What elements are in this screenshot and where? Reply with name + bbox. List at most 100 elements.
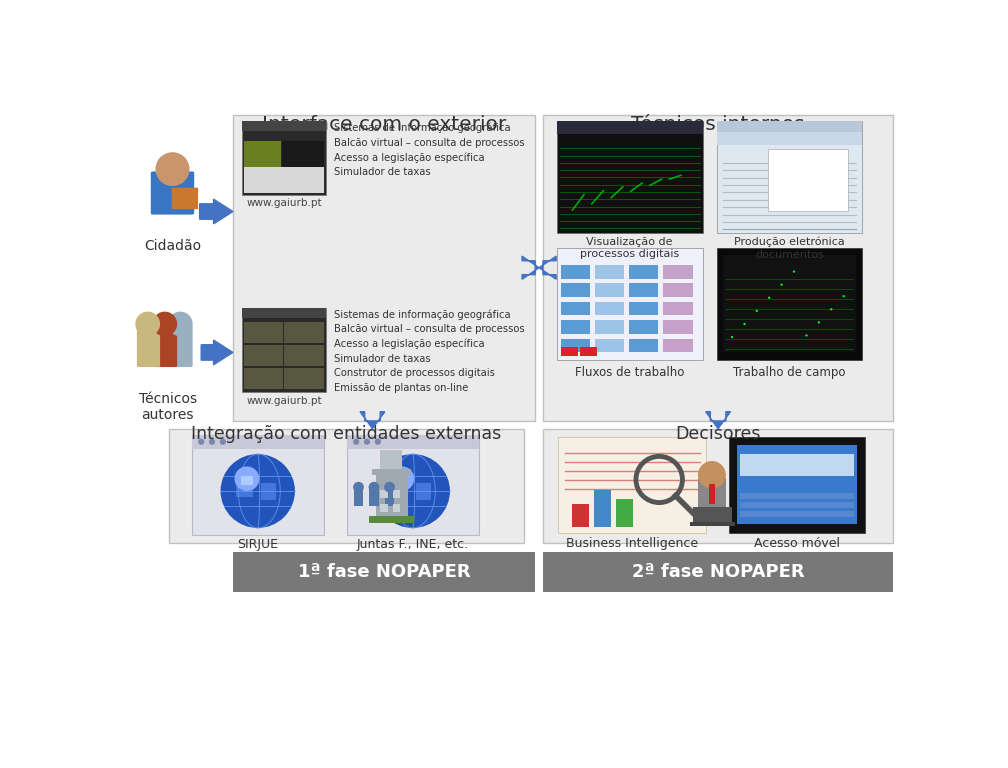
- FancyArrow shape: [522, 257, 539, 280]
- FancyArrow shape: [706, 412, 731, 429]
- Circle shape: [369, 482, 379, 492]
- Bar: [380, 504, 388, 511]
- Bar: [391, 483, 408, 497]
- Bar: [740, 511, 854, 517]
- Bar: [629, 265, 658, 279]
- Text: www.gaiurb.pt: www.gaiurb.pt: [246, 197, 322, 207]
- Circle shape: [830, 308, 833, 310]
- Text: 1ª fase NOPAPER: 1ª fase NOPAPER: [297, 563, 471, 581]
- Bar: [284, 322, 324, 343]
- Bar: [369, 488, 379, 505]
- Bar: [556, 121, 703, 233]
- Bar: [729, 437, 865, 533]
- Text: Acesso móvel: Acesso móvel: [754, 538, 840, 550]
- Text: Técnicos
autores: Técnicos autores: [139, 392, 197, 422]
- Bar: [573, 504, 590, 527]
- Bar: [767, 149, 848, 210]
- Bar: [694, 507, 732, 524]
- Bar: [244, 141, 281, 167]
- Bar: [392, 490, 400, 498]
- Bar: [380, 490, 388, 498]
- Text: Visualização de
processos digitais: Visualização de processos digitais: [581, 237, 679, 260]
- Bar: [392, 504, 400, 511]
- Bar: [261, 483, 276, 500]
- Circle shape: [389, 466, 414, 491]
- Circle shape: [220, 439, 226, 445]
- Text: Cidadão: Cidadão: [144, 239, 201, 253]
- Bar: [385, 488, 394, 505]
- FancyArrow shape: [360, 412, 385, 429]
- Circle shape: [168, 312, 193, 336]
- FancyArrow shape: [200, 199, 233, 223]
- Circle shape: [375, 439, 381, 445]
- Bar: [168, 429, 523, 543]
- Text: Produção eletrónica
documentos: Produção eletrónica documentos: [734, 237, 845, 260]
- Bar: [284, 368, 324, 389]
- Circle shape: [805, 334, 807, 336]
- FancyBboxPatch shape: [137, 326, 160, 367]
- Text: Juntas F., INE, etc.: Juntas F., INE, etc.: [357, 538, 469, 551]
- Bar: [244, 322, 283, 343]
- Bar: [369, 516, 414, 522]
- Bar: [543, 115, 893, 421]
- Bar: [560, 283, 591, 297]
- Bar: [244, 167, 325, 193]
- Bar: [581, 347, 597, 356]
- Bar: [709, 484, 715, 504]
- Bar: [192, 435, 324, 449]
- Bar: [595, 339, 624, 353]
- Bar: [740, 454, 854, 475]
- Bar: [698, 478, 726, 510]
- Bar: [236, 483, 253, 497]
- Bar: [372, 468, 411, 475]
- Circle shape: [152, 312, 177, 336]
- Bar: [380, 450, 402, 468]
- Bar: [242, 121, 326, 131]
- Bar: [595, 320, 624, 334]
- Bar: [629, 302, 658, 316]
- Bar: [663, 320, 692, 334]
- Bar: [560, 320, 591, 334]
- Circle shape: [235, 466, 259, 491]
- Circle shape: [743, 323, 746, 325]
- FancyArrow shape: [539, 257, 556, 280]
- Bar: [629, 320, 658, 334]
- Bar: [244, 345, 283, 366]
- Bar: [560, 265, 591, 279]
- Bar: [347, 435, 479, 535]
- Bar: [595, 302, 624, 316]
- Text: 2ª fase NOPAPER: 2ª fase NOPAPER: [632, 563, 804, 581]
- Text: Técnicos internos: Técnicos internos: [631, 115, 805, 134]
- Bar: [663, 302, 692, 316]
- Bar: [717, 121, 862, 233]
- FancyBboxPatch shape: [169, 326, 193, 367]
- Text: SIRJUE: SIRJUE: [237, 538, 278, 551]
- Bar: [560, 347, 578, 356]
- Bar: [560, 302, 591, 316]
- Bar: [663, 283, 692, 297]
- Text: Interface com o exterior: Interface com o exterior: [262, 115, 506, 134]
- Text: Integração com entidades externas: Integração com entidades externas: [191, 425, 501, 443]
- Text: Business Intelligence: Business Intelligence: [566, 538, 699, 550]
- Bar: [737, 445, 857, 524]
- Circle shape: [731, 336, 733, 338]
- Bar: [595, 265, 624, 279]
- Bar: [244, 368, 283, 389]
- Bar: [192, 435, 324, 535]
- Bar: [740, 492, 854, 498]
- Bar: [242, 308, 326, 318]
- Circle shape: [376, 454, 450, 528]
- Circle shape: [756, 310, 758, 312]
- Bar: [740, 502, 854, 508]
- Bar: [233, 115, 535, 421]
- Bar: [242, 308, 326, 392]
- Bar: [629, 339, 658, 353]
- Bar: [723, 255, 856, 353]
- Bar: [556, 249, 703, 360]
- Bar: [663, 339, 692, 353]
- FancyBboxPatch shape: [151, 171, 195, 214]
- Bar: [282, 141, 325, 167]
- Bar: [595, 283, 624, 297]
- Bar: [416, 483, 431, 500]
- Bar: [717, 249, 862, 360]
